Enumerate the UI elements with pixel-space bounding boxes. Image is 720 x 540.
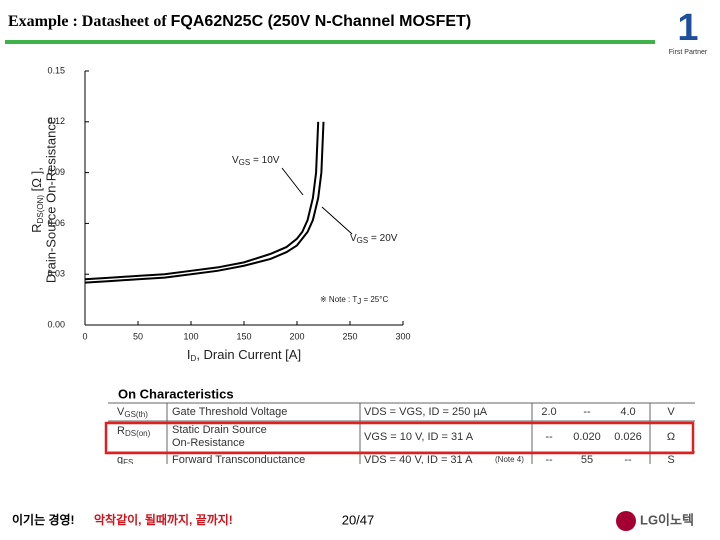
x-tick-label: 150 [236, 331, 251, 341]
cell: 0.026 [614, 431, 642, 443]
annotation: ※ Note : TJ = 25°C [320, 295, 388, 306]
cell: 55 [581, 454, 593, 466]
lg-logo-mark [616, 511, 636, 531]
cell: -- [583, 406, 591, 418]
logo-text: First Partner [669, 49, 708, 56]
x-tick-label: 300 [395, 331, 410, 341]
annotation-arrow [281, 167, 304, 196]
logo-mark: 1 [677, 7, 698, 49]
page-number: 20/47 [342, 512, 375, 527]
y-tick-label: 0.12 [47, 116, 65, 126]
y-tick-label: 0.03 [47, 269, 65, 279]
cell: S [667, 454, 674, 466]
cell: VDS = 40 V, ID = 31 A [364, 454, 473, 466]
logo: 1 First Partner [669, 7, 708, 56]
x-tick-label: 0 [82, 331, 87, 341]
cell: Gate Threshold Voltage [172, 406, 287, 418]
x-axis-label: ID, Drain Current [A] [187, 347, 301, 363]
annotation: VGS = 20V [350, 233, 398, 245]
cell: RDS(on) [117, 425, 151, 438]
annotation: VGS = 10V [232, 155, 280, 167]
x-tick-label: 50 [133, 331, 143, 341]
y-tick-label: 0.09 [47, 167, 65, 177]
cell: 0.020 [573, 431, 601, 443]
cell: VDS = VGS, ID = 250 µA [364, 406, 488, 418]
cell: V [667, 406, 675, 418]
lg-logo-text: LG이노텍 [640, 512, 694, 527]
cell: -- [545, 431, 553, 443]
footer-slogan: 이기는 경영! [12, 512, 75, 527]
cell: -- [624, 454, 632, 466]
spec-table: On Characteristics VGS(th) Gate Threshol… [0, 386, 720, 470]
cell: Ω [667, 431, 675, 443]
title: Example : Datasheet of FQA62N25C (250V N… [8, 13, 471, 31]
cell: (Note 4) [495, 455, 524, 464]
cell: Static Drain Source [172, 424, 267, 436]
highlight-box [104, 421, 695, 455]
footer-slogan: 악착같이, 될때까지, 끝까지! [94, 512, 233, 527]
cell: VGS(th) [117, 406, 148, 419]
x-tick-label: 100 [183, 331, 198, 341]
x-tick-label: 200 [289, 331, 304, 341]
plot: 0.00 0.03 0.06 0.09 0.12 0.15 0 50 100 150 200 250 3… [47, 65, 410, 341]
cell: On-Resistance [172, 437, 245, 449]
cell: 2.0 [541, 406, 556, 418]
series-line [84, 121, 325, 284]
cell: 4.0 [620, 406, 635, 418]
series-line [84, 121, 320, 281]
y-tick-label: 0.15 [47, 65, 65, 75]
cell: gFS [117, 454, 133, 467]
y-axis-label: Drain-Source On-Resistance [43, 117, 58, 283]
cell: VGS = 10 V, ID = 31 A [364, 431, 474, 443]
x-tick-label: 250 [342, 331, 357, 341]
y-axis-label: RDS(ON) [Ω ], [29, 167, 45, 233]
y-tick-label: 0.06 [47, 218, 65, 228]
crop [0, 464, 720, 470]
cell: -- [545, 454, 553, 466]
y-tick-label: 0.00 [47, 319, 65, 329]
annotation-arrow [321, 206, 353, 235]
table-heading: On Characteristics [118, 386, 234, 401]
cell: Forward Transconductance [172, 454, 305, 466]
